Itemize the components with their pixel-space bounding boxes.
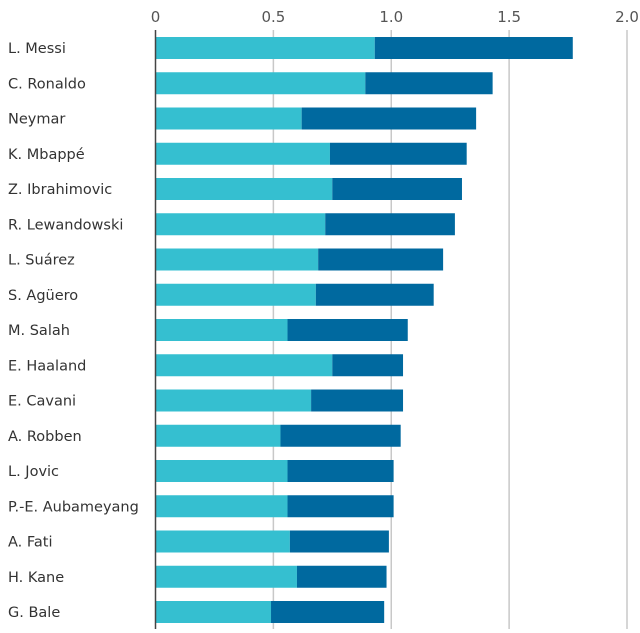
bar-segment-1 [155,460,288,482]
bar-segment-2 [280,424,401,447]
bar-segment-2 [332,178,462,200]
category-label: K. Mbappé [8,147,85,163]
bar-segment-2 [301,107,477,130]
x-tick-label: 0.5 [261,8,285,26]
bar-segment-1 [155,107,302,130]
category-label: C. Ronaldo [8,76,86,92]
bar-segment-1 [155,424,281,447]
category-label: S. Agüero [8,288,78,304]
bar-segment-2 [318,248,444,271]
bar-segment-1 [155,601,272,623]
category-label: Z. Ibrahimovic [8,182,112,198]
category-label: E. Haaland [8,358,86,374]
bar-segment-1 [155,248,319,271]
bar-segment-2 [271,601,385,623]
bar-segment-1 [155,495,288,518]
bar-segment-2 [287,319,408,341]
category-label: M. Salah [8,323,70,339]
x-tick-label: 0 [151,8,161,26]
bar-segment-2 [365,72,493,95]
bar-segment-1 [155,530,290,553]
category-label: A. Robben [8,429,82,445]
bar-segment-1 [155,319,288,341]
category-label: H. Kane [8,570,64,586]
bar-segment-1 [155,37,375,59]
bar-segment-2 [287,460,394,482]
bar-segment-2 [311,389,404,412]
category-label: A. Fati [8,535,53,551]
bar-segment-2 [315,283,434,306]
category-label: R. Lewandowski [8,217,123,233]
category-label: Neymar [8,112,65,128]
category-label: L. Messi [8,41,66,57]
bar-segment-2 [374,37,573,59]
bar-segment-2 [325,213,455,236]
bar-segment-1 [155,565,297,588]
bar-segment-2 [287,495,394,518]
x-tick-label: 2.0 [615,8,639,26]
bar-segment-1 [155,354,333,377]
bar-segment-1 [155,213,326,236]
bar-segment-2 [329,142,467,165]
bar-segment-2 [332,354,404,377]
bar-segment-1 [155,178,333,200]
x-tick-label: 1.5 [497,8,521,26]
category-label: L. Jovic [8,464,59,480]
category-label: E. Cavani [8,394,76,410]
bar-segment-1 [155,142,330,165]
x-tick-label: 1.0 [379,8,403,26]
category-label: L. Suárez [8,253,75,269]
bar-segment-2 [296,565,387,588]
category-label: P.-E. Aubameyang [8,499,139,515]
bar-segment-2 [289,530,389,553]
bar-segment-1 [155,389,312,412]
bar-segment-1 [155,283,316,306]
category-label: G. Bale [8,605,60,621]
bar-segment-1 [155,72,366,95]
